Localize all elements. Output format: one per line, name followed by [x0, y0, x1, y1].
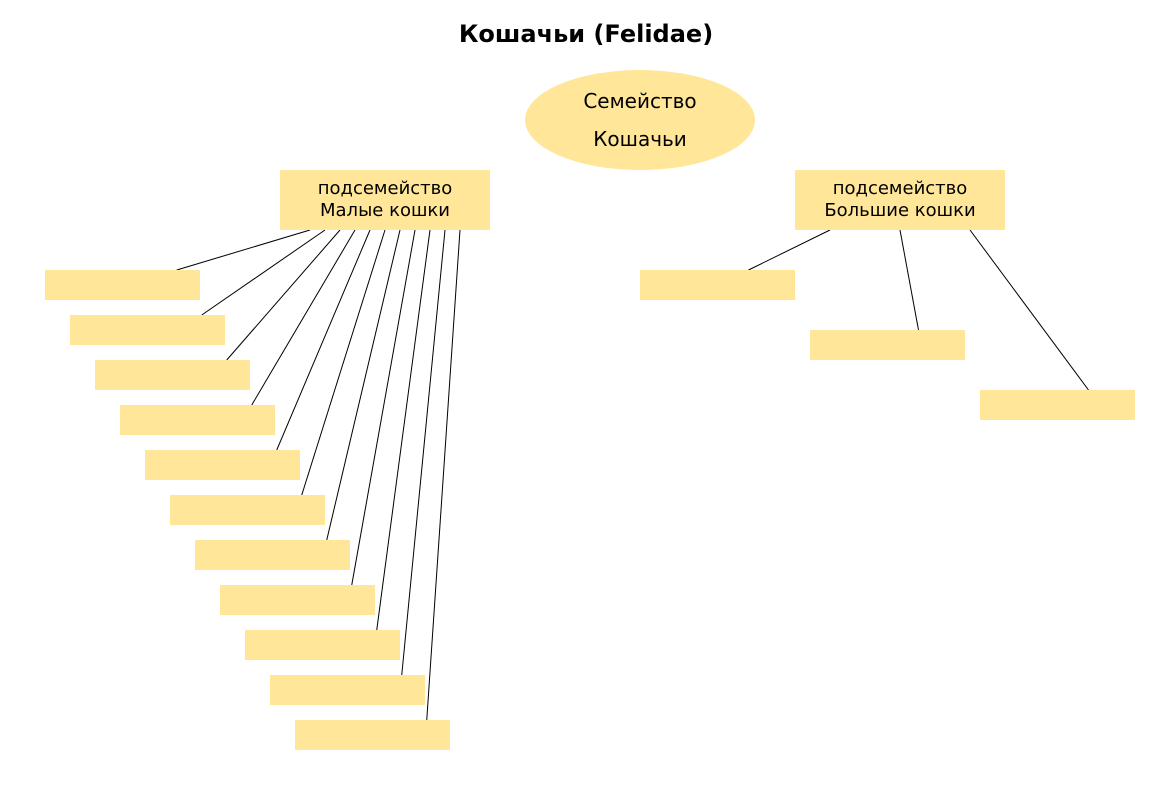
sub-small-line1: подсемейство: [318, 178, 453, 200]
leaf-small-9: [270, 675, 425, 705]
leaf-small-4: [145, 450, 300, 480]
leaf-big-2: [980, 390, 1135, 420]
leaf-small-0: [45, 270, 200, 300]
leaf-big-1: [810, 330, 965, 360]
leaf-small-1: [70, 315, 225, 345]
leaf-small-3: [120, 405, 275, 435]
diagram-title: Кошачьи (Felidae): [0, 20, 1172, 48]
subfamily-big-cats: подсемейство Большие кошки: [795, 170, 1005, 230]
sub-big-line2: Большие кошки: [824, 200, 975, 222]
leaf-small-5: [170, 495, 325, 525]
root-line2: Кошачьи: [593, 127, 687, 151]
root-node-family: Семейство Кошачьи: [525, 70, 755, 170]
leaf-small-2: [95, 360, 250, 390]
sub-small-line2: Малые кошки: [320, 200, 450, 222]
root-line1: Семейство: [583, 89, 696, 113]
leaf-small-7: [220, 585, 375, 615]
leaf-small-10: [295, 720, 450, 750]
sub-big-line1: подсемейство: [833, 178, 968, 200]
subfamily-small-cats: подсемейство Малые кошки: [280, 170, 490, 230]
leaf-small-6: [195, 540, 350, 570]
leaf-big-0: [640, 270, 795, 300]
leaf-small-8: [245, 630, 400, 660]
